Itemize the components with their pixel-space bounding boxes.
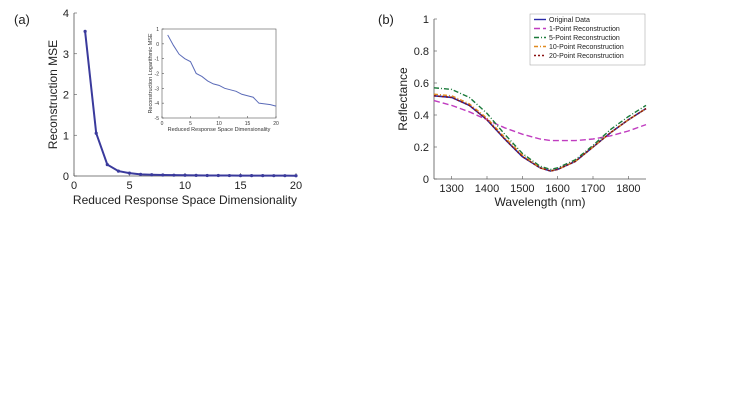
y-tick-label: 0.4 — [414, 110, 429, 122]
x-tick-label: 1800 — [616, 183, 640, 195]
data-point — [116, 169, 120, 173]
x-tick-label: 1500 — [510, 183, 534, 195]
data-point — [161, 173, 165, 177]
chart-b: 1300 1400 1500 1600 1700 1800 0 0.2 0.4 0.6 0.8 1 — [414, 14, 647, 195]
y-tick-label: 4 — [63, 8, 69, 20]
panel-b-label: (b) — [378, 12, 394, 27]
data-point — [127, 171, 132, 175]
chart-a-ylabel: Reconstruction MSE — [46, 40, 60, 149]
series-line-1 — [433, 95, 647, 172]
data-point — [139, 172, 143, 176]
data-point — [250, 174, 254, 178]
x-tick-label: 5 — [189, 121, 192, 127]
data-point — [272, 174, 276, 178]
series-line-2 — [433, 99, 647, 142]
inset-ylabel: Reconstruction Logarithmic MSE — [148, 33, 154, 113]
x-tick-label: 0 — [161, 121, 164, 127]
data-point — [150, 173, 154, 177]
y-tick-label: 0 — [156, 42, 159, 48]
data-point — [205, 173, 209, 178]
y-tick-label: 1 — [156, 27, 159, 33]
data-point — [94, 131, 98, 135]
y-tick-label: -1 — [155, 57, 160, 63]
data-point — [183, 173, 187, 177]
chart-b-ylabel: Reflectance — [396, 67, 410, 131]
chart-a-xlabel: Reduced Response Space Dimensionality — [73, 193, 297, 207]
y-tick-label: -4 — [155, 101, 160, 107]
series-line-log-mse — [167, 34, 277, 107]
legend-box — [529, 13, 646, 66]
y-tick-label: 1 — [63, 130, 69, 142]
chart-b-xlabel: Wavelength (nm) — [495, 195, 586, 209]
x-tick-label: 10 — [179, 180, 191, 192]
y-tick-label: -2 — [155, 72, 160, 78]
data-point — [172, 173, 176, 177]
series-line-4 — [433, 93, 647, 172]
x-tick-label: 20 — [290, 180, 302, 192]
x-tick-label: 0 — [71, 180, 77, 192]
y-tick-label: 0.6 — [414, 78, 429, 90]
data-point — [238, 173, 243, 178]
x-tick-label: 1400 — [475, 183, 499, 195]
y-tick-label: 3 — [63, 49, 69, 61]
y-tick-label: 0 — [63, 171, 69, 183]
x-tick-label: 1700 — [581, 183, 605, 195]
legend-entry-label: Original Data — [549, 17, 590, 24]
chart-b-legend: Original Data 1-Point Reconstruction 5-Poi… — [529, 13, 646, 66]
plot-frame — [161, 28, 277, 119]
series-line-mse — [84, 31, 297, 177]
x-tick-label: 15 — [245, 121, 251, 127]
x-tick-label: 10 — [216, 121, 222, 127]
series-line-3 — [433, 87, 647, 171]
y-tick-label: 1 — [423, 14, 429, 26]
legend-entry-label: 5-Point Reconstruction — [549, 35, 620, 42]
x-tick-label: 20 — [273, 121, 279, 127]
series-line-5 — [433, 95, 647, 172]
y-tick-label: 0.8 — [414, 46, 429, 58]
data-point — [294, 174, 298, 178]
x-tick-label: 1600 — [545, 183, 569, 195]
data-point — [216, 173, 220, 178]
x-tick-label: 15 — [234, 180, 246, 192]
legend-entry-label: 20-Point Reconstruction — [549, 53, 624, 60]
data-point — [194, 173, 198, 177]
data-point — [105, 162, 109, 167]
inset-xlabel: Reduced Response Space Dimensionality — [168, 127, 271, 133]
data-point — [227, 173, 231, 178]
y-tick-label: 0 — [423, 174, 429, 186]
legend-entry-label: 10-Point Reconstruction — [549, 44, 624, 51]
legend-entry-label: 1-Point Reconstruction — [549, 26, 620, 33]
data-point — [83, 29, 87, 33]
x-tick-label: 5 — [126, 180, 132, 192]
data-point — [283, 174, 287, 178]
x-tick-label: 1300 — [439, 183, 463, 195]
y-tick-label: -5 — [155, 116, 160, 122]
y-tick-label: 2 — [63, 90, 69, 102]
data-point — [261, 174, 265, 178]
y-tick-label: 0.2 — [414, 142, 429, 154]
y-tick-label: -3 — [155, 86, 160, 92]
panel-a-label: (a) — [14, 12, 30, 27]
